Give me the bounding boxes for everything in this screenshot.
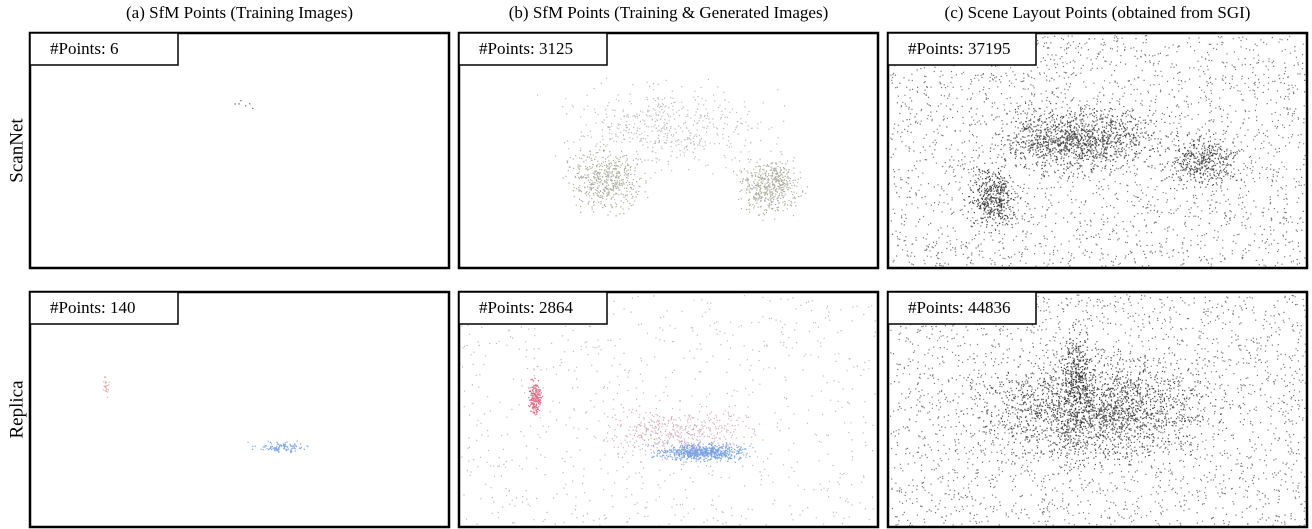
count-label: #Points: 37195 [908, 39, 1011, 58]
count-label-box [887, 32, 1037, 66]
point-cloud [733, 151, 808, 221]
point-cloud [647, 440, 754, 463]
row-label: ScanNet [6, 118, 27, 183]
count-label: #Points: 44836 [908, 298, 1011, 317]
point-cloud [984, 100, 1172, 180]
count-label-box [29, 32, 179, 66]
panel-frame [28, 31, 451, 270]
count-label: #Points: 2864 [479, 298, 573, 317]
panel-frame [457, 31, 880, 270]
count-label-box [458, 291, 608, 325]
panel-frame [28, 290, 451, 529]
point-cloud [1159, 129, 1248, 190]
count-label-box [29, 291, 179, 325]
column-title: (c) Scene Layout Points (obtained from S… [945, 3, 1251, 22]
column-title: (a) SfM Points (Training Images) [126, 3, 353, 22]
point-cloud [247, 440, 309, 454]
point-cloud [1058, 323, 1097, 427]
count-label-box [887, 291, 1037, 325]
column-title: (b) SfM Points (Training & Generated Ima… [509, 3, 829, 22]
panel-frame [457, 290, 880, 529]
count-label: #Points: 3125 [479, 39, 573, 58]
count-label-box [458, 32, 608, 66]
panel-frame [886, 290, 1309, 529]
row-label: Replica [6, 380, 27, 439]
count-label: #Points: 6 [50, 39, 119, 58]
count-label: #Points: 140 [50, 298, 136, 317]
point-cloud [963, 162, 1022, 236]
point-cloud [102, 376, 110, 398]
point-cloud [962, 346, 1231, 474]
point-cloud [528, 377, 544, 416]
